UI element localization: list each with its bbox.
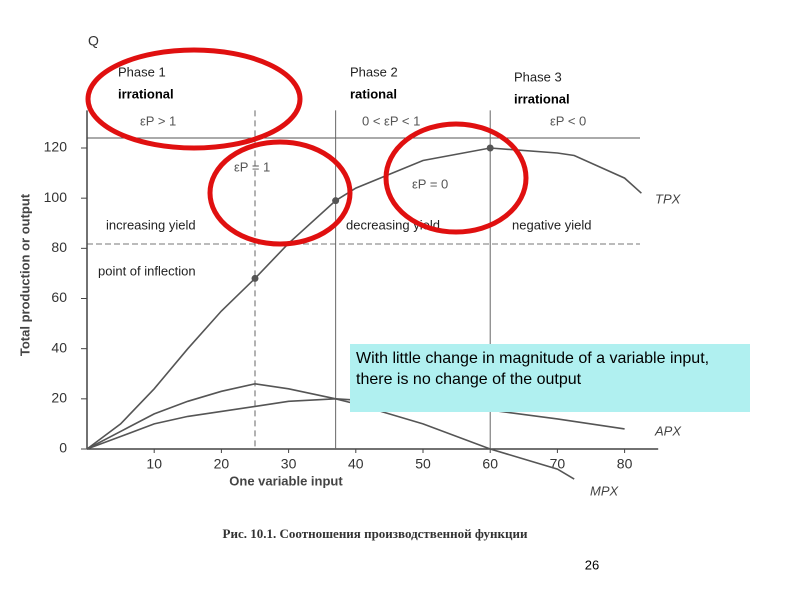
- y-tick-label: 20: [51, 390, 67, 406]
- series-label: MPX: [590, 483, 620, 498]
- note-box: With little change in magnitude of a var…: [350, 344, 750, 412]
- point: [251, 274, 259, 282]
- x-tick-label: 60: [482, 456, 498, 472]
- series-line: [86, 382, 575, 480]
- point-label: point of inflection: [98, 263, 196, 278]
- point: [332, 197, 340, 205]
- y-tick-label: 60: [51, 289, 67, 305]
- y-axis-title: Q: [88, 33, 99, 49]
- yield-label: increasing yield: [106, 217, 196, 232]
- series-line: [86, 397, 625, 450]
- x-tick-label: 10: [146, 456, 162, 472]
- elasticity: εP < 0: [550, 113, 586, 128]
- phase-name: Phase 3: [514, 69, 562, 84]
- yield-label: negative yield: [512, 217, 592, 232]
- series-label: TPX: [655, 191, 682, 206]
- point: [486, 144, 494, 152]
- page-number: 26: [585, 557, 599, 572]
- highlight-ellipse: [85, 47, 303, 151]
- y-tick-label: 0: [59, 440, 67, 456]
- y-tick-label: 120: [44, 139, 68, 155]
- y-tick-label: 100: [44, 189, 68, 205]
- y-axis-label: Total production or output: [17, 193, 32, 356]
- y-tick-label: 80: [51, 239, 67, 255]
- highlight-ellipse: [383, 121, 529, 235]
- point-label: εP = 0: [412, 176, 448, 191]
- x-tick-label: 40: [348, 456, 364, 472]
- series-label: APX: [654, 423, 682, 438]
- phase-name: Phase 1: [118, 64, 166, 79]
- elasticity: εP > 1: [140, 113, 176, 128]
- x-axis-label: One variable input: [229, 473, 343, 488]
- caption: Рис. 10.1. Соотношения производственной …: [223, 526, 528, 541]
- elasticity: 0 < εP < 1: [362, 113, 420, 128]
- phase-label: rational: [350, 86, 397, 101]
- x-tick-label: 80: [617, 456, 633, 472]
- phase-label: irrational: [118, 86, 174, 101]
- phase-label: irrational: [514, 91, 570, 106]
- x-tick-label: 20: [214, 456, 230, 472]
- x-tick-label: 50: [415, 456, 431, 472]
- y-tick-label: 40: [51, 339, 67, 355]
- x-tick-label: 30: [281, 456, 297, 472]
- point-label: εP = 1: [234, 159, 270, 174]
- phase-name: Phase 2: [350, 64, 398, 79]
- highlight-ellipse: [207, 139, 353, 247]
- overlay: Phase 1 irrational Phase 2 rational Phas…: [85, 47, 592, 278]
